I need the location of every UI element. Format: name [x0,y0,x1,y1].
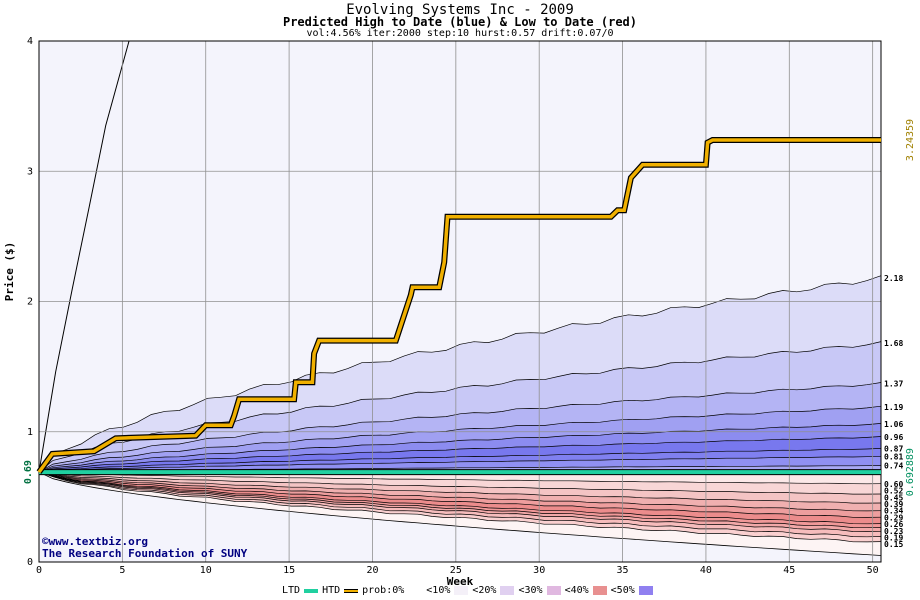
chart-params: vol:4.56% iter:2000 step:10 hurst:0.57 d… [306,28,614,39]
y-tick-label: 3 [27,166,33,177]
high-quantile-end-label: 1.06 [884,420,903,429]
low-envelope-line [38,471,882,556]
low-quantile-line-1 [38,471,882,495]
htd-line [37,138,881,474]
low-quantile-end-label: 0.15 [884,540,903,549]
high-quantile-end-label: 1.37 [884,380,903,389]
legend-htd-swatch [344,588,359,593]
x-tick-label: 30 [533,565,545,576]
high-quantile-line-4 [38,423,882,473]
x-axis-label: Week [447,575,474,588]
y-tick-label: 1 [27,427,33,438]
low-quantile-line-7 [38,471,882,532]
legend-htd-label: HTD [322,585,341,596]
legend-ltd-swatch [304,588,319,593]
high-envelope-line [38,40,130,473]
chart-title: Evolving Systems Inc - 2009 [346,2,574,18]
legend-b40-label: <40% [564,585,589,596]
credit-org: The Research Foundation of SUNY [42,547,248,560]
low-quantile-line-4 [38,471,882,518]
credit-url: ©www.textbiz.org [42,535,148,548]
x-tick-label: 45 [783,565,795,576]
legend-ltd-label: LTD [282,585,301,596]
low-quantile-end-label: 0.34 [884,507,903,516]
x-tick-label: 10 [200,565,212,576]
y-axis-label: Price ($) [3,242,16,302]
legend-swatch-50 [638,586,653,595]
x-tick-label: 20 [366,565,378,576]
legend-swatch-40 [592,586,607,595]
high-quantile-line-5 [38,436,882,473]
high-quantile-line-3 [38,405,882,473]
low-quantile-end-label: 0.23 [884,527,903,536]
low-quantile-line-2 [38,471,882,504]
y-tick-label: 0 [27,557,33,568]
y-tick-label: 4 [27,36,33,47]
start-price-label: 0.69 [23,460,34,484]
high-quantile-line-6 [38,448,882,473]
low-quantile-line-5 [38,471,882,525]
x-tick-label: 40 [700,565,712,576]
x-tick-label: 50 [867,565,879,576]
high-quantile-end-label: 0.81 [884,452,903,461]
low-quantile-end-label: 0.19 [884,533,903,542]
x-tick-label: 25 [450,565,462,576]
low-quantile-end-label: 0.60 [884,480,903,489]
high-quantile-line-7 [38,455,882,473]
high-quantile-end-label: 0.74 [884,462,903,471]
x-tick-label: 15 [283,565,295,576]
legend-prob-label: prob:0% [362,585,405,596]
high-quantile-end-label: 0.87 [884,445,903,454]
y-tick-label: 2 [27,297,33,308]
high-quantile-end-label: 2.18 [884,274,903,283]
chart-subtitle: Predicted High to Date (blue) & Low to D… [282,15,637,29]
low-quantile-line-0 [38,471,882,485]
legend-b50-label: <50% [610,585,635,596]
high-quantile-end-label: 0.96 [884,433,903,442]
legend-swatch-10 [454,586,469,595]
low-quantile-end-label: 0.45 [884,493,903,502]
plot-frame [38,40,882,563]
high-quantile-end-label: 1.19 [884,403,903,412]
htd-final-label: 3.24359 [905,119,916,161]
low-quantile-end-label: 0.52 [884,487,903,496]
high-quantile-end-label: 1.68 [884,339,903,348]
high-quantile-line-1 [38,341,882,473]
low-quantile-line-3 [38,471,882,512]
legend-swatch-0 [408,586,423,595]
legend-swatch-30 [546,586,561,595]
x-tick-label: 35 [617,565,629,576]
low-quantile-line-8 [38,471,882,538]
legend: LTD HTD prob:0% <10% <20% <30% <40% <50% [282,585,655,596]
legend-b20-label: <20% [472,585,497,596]
legend-swatch-20 [500,586,515,595]
low-quantile-line-6 [38,471,882,529]
ltd-final-label: 0.692889 [905,448,916,496]
x-tick-label: 5 [119,565,125,576]
low-quantile-line-9 [38,471,882,543]
low-quantile-end-label: 0.39 [884,500,903,509]
low-quantile-end-label: 0.26 [884,520,903,529]
high-quantile-line-2 [38,382,882,473]
legend-b10-label: <10% [426,585,451,596]
low-quantile-end-label: 0.29 [884,513,903,522]
high-quantile-line-0 [38,275,882,473]
x-tick-label: 0 [36,565,42,576]
legend-b30-label: <30% [518,585,543,596]
